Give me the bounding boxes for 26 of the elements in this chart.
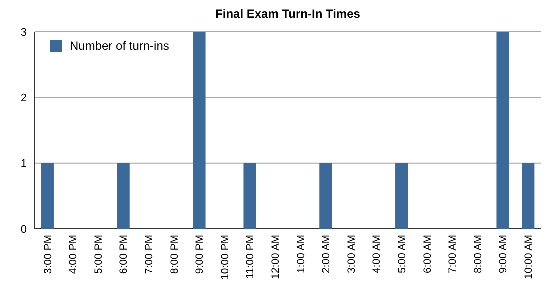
y-tick-label: 2 (20, 92, 27, 105)
x-tick-label: 8:00 AM (472, 235, 484, 274)
x-tick-label: 4:00 PM (68, 235, 80, 274)
y-tick-label: 3 (20, 26, 27, 39)
x-tick-label: 7:00 PM (144, 235, 156, 274)
x-tick-label: 6:00 AM (422, 235, 434, 274)
x-tick-label: 1:00 AM (295, 235, 308, 274)
x-tick-label: 5:00 AM (396, 235, 409, 274)
x-tick-label: 9:00 AM (498, 235, 510, 274)
x-tick-label: 3:00 PM (42, 235, 54, 274)
x-tick-label: 9:00 PM (194, 235, 206, 274)
x-tick-label: 11:00 PM (244, 235, 257, 280)
x-tick-label: 6:00 PM (118, 235, 130, 274)
legend-label: Number of turn-ins (70, 39, 170, 54)
x-tick-label: 3:00 AM (346, 235, 358, 274)
x-tick-label: 8:00 PM (168, 235, 181, 274)
x-tick-label: 2:00 AM (320, 235, 333, 274)
chart-title: Final Exam Turn-In Times (216, 7, 361, 21)
x-tick-label: 7:00 AM (447, 235, 460, 274)
x-tick-label: 10:00 PM (219, 235, 232, 280)
x-tick-label: 12:00 AM (270, 235, 282, 280)
x-tick-label: 5:00 PM (92, 235, 105, 274)
y-tick-label: 1 (20, 158, 27, 170)
y-tick-label: 0 (20, 224, 27, 236)
x-tick-label: 4:00 AM (371, 235, 384, 274)
x-tick-label: 10:00 AM (523, 235, 536, 280)
